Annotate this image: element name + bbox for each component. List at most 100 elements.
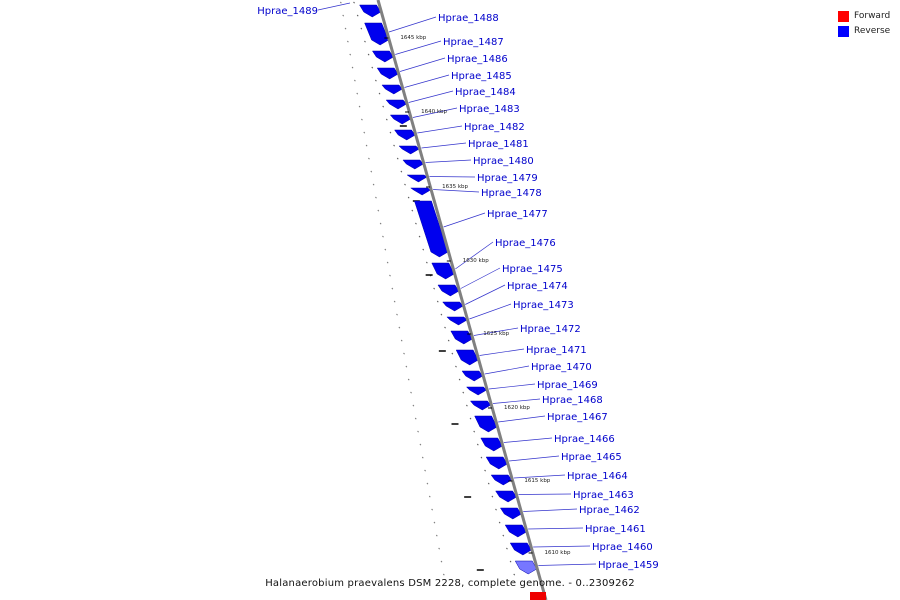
guide-dot	[367, 53, 370, 56]
gene-arrow	[359, 4, 382, 18]
gene-arrow	[398, 145, 420, 155]
label-leader	[465, 284, 506, 305]
gene-label: Hprae_1481	[468, 139, 529, 150]
label-leader	[395, 40, 442, 55]
guide-dot	[435, 534, 438, 537]
gene-arrow	[509, 542, 532, 556]
gene-arrow	[455, 349, 479, 366]
gene-label: Hprae_1470	[531, 362, 592, 373]
guide-dot	[361, 118, 363, 121]
label-leader	[479, 348, 525, 356]
guide-dot	[344, 27, 347, 30]
label-leader	[388, 16, 437, 33]
gene-label: Hprae_1484	[455, 87, 516, 98]
gene-label: Hprae_1486	[447, 54, 508, 65]
label-leader	[433, 189, 480, 193]
guide-dot	[509, 560, 512, 563]
gene-arrow	[485, 456, 508, 470]
guide-dot	[346, 40, 349, 43]
guide-dot	[421, 456, 424, 459]
guide-dot	[382, 235, 384, 238]
gene-label: Hprae_1461	[585, 524, 646, 535]
label-leader	[417, 125, 463, 134]
kbp-label: 1630 kbp	[463, 258, 489, 264]
guide-dot	[404, 183, 406, 186]
kbp-label: 1645 kbp	[400, 35, 426, 41]
guide-dot	[407, 378, 410, 381]
guide-dot	[403, 352, 405, 355]
guide-dot	[393, 144, 395, 147]
guide-dot	[433, 521, 436, 524]
guide-dot	[412, 404, 415, 407]
guide-dot	[393, 300, 396, 303]
guide-dot	[364, 40, 366, 43]
guide-dot	[349, 53, 352, 56]
guide-dot	[442, 573, 445, 576]
guide-dot	[476, 443, 479, 446]
genome-backbone	[376, 0, 548, 600]
guide-dot	[368, 157, 370, 160]
guide-dot	[480, 456, 483, 459]
label-leader	[509, 455, 560, 462]
guide-dot	[354, 79, 356, 82]
guide-dot	[426, 482, 429, 485]
guide-dot	[458, 378, 461, 381]
gene-arrow	[480, 437, 503, 452]
legend: Forward Reverse	[838, 8, 890, 38]
genome-caption: Halanaerobium praevalens DSM 2228, compl…	[265, 578, 635, 589]
guide-dot	[365, 144, 368, 147]
guide-dot	[389, 274, 391, 277]
label-leader	[498, 415, 546, 423]
label-leader	[404, 74, 450, 88]
legend-forward-label: Forward	[854, 11, 891, 21]
label-leader	[408, 90, 454, 103]
label-leader	[429, 176, 476, 178]
guide-dot	[425, 261, 428, 264]
legend-reverse: Reverse	[838, 23, 890, 39]
gene-arrow	[450, 330, 473, 345]
gene-label: Hprae_1474	[507, 281, 568, 292]
guide-dot	[440, 313, 443, 316]
label-leader	[484, 365, 530, 375]
guide-dot	[513, 573, 516, 576]
gene-arrow	[364, 22, 389, 46]
gene-arrow	[394, 129, 416, 141]
guide-dot	[400, 339, 403, 342]
gene-label: Hprae_1475	[502, 264, 563, 275]
gene-label: Hprae_1479	[477, 173, 538, 184]
guide-dot	[358, 105, 361, 108]
legend-reverse-label: Reverse	[854, 26, 891, 36]
label-leader	[412, 107, 458, 118]
label-leader	[443, 212, 486, 228]
guide-dot	[382, 105, 385, 108]
guide-dot	[356, 92, 359, 95]
guide-dot	[469, 417, 472, 420]
guide-dot	[379, 222, 382, 225]
gene-label: Hprae_1489	[257, 6, 318, 17]
gene-arrow	[406, 174, 428, 183]
gene-arrow	[431, 262, 455, 280]
gene-label: Hprae_1478	[481, 188, 542, 199]
gene-arrow	[381, 84, 403, 95]
guide-dot	[433, 287, 436, 290]
guide-dot	[438, 547, 441, 550]
label-leader	[473, 327, 519, 336]
gene-label: Hprae_1488	[438, 13, 499, 24]
label-leader	[421, 142, 467, 149]
guide-dot	[400, 170, 403, 173]
guide-dot	[498, 521, 501, 524]
guide-dot	[389, 131, 392, 134]
label-leader	[492, 398, 541, 404]
guide-dot	[444, 326, 446, 329]
forward-swatch	[838, 10, 849, 22]
kbp-label: 1610 kbp	[545, 550, 571, 556]
legend-forward: Forward	[838, 8, 890, 24]
kbp-label: 1620 kbp	[504, 405, 530, 411]
guide-dot	[455, 365, 457, 368]
gene-label: Hprae_1473	[513, 300, 574, 311]
gene-arrow	[495, 490, 517, 503]
gene-arrow	[514, 560, 538, 575]
gene-arrow	[437, 284, 460, 297]
guide-dot	[495, 508, 497, 511]
